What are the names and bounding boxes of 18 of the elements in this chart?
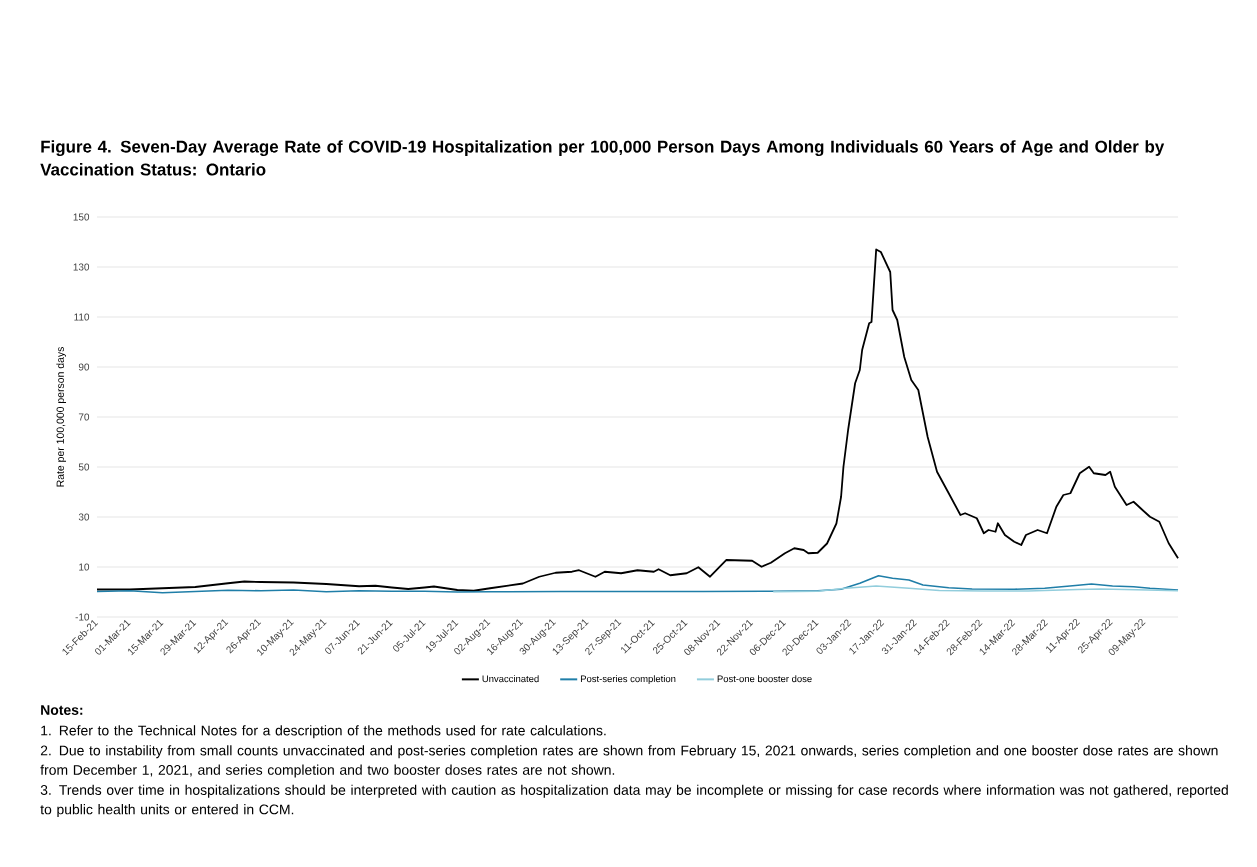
y-tick-label: 30 bbox=[78, 513, 90, 521]
legend-label: Unvaccinated bbox=[482, 675, 539, 683]
y-axis-title: Rate per 100,000 person days bbox=[56, 347, 67, 487]
legend-label: Post-one booster dose bbox=[717, 675, 812, 683]
y-tick-label: -10 bbox=[75, 613, 90, 621]
chart-title: Figure 4. Seven-Day Average Rate of COVID-19 Hospitalization per 100,000 Person Days Among Individuals 60 Years of Age and Older by Vaccination Status: Ontario bbox=[40, 140, 1165, 176]
y-tick-label: 130 bbox=[73, 263, 90, 271]
y-tick-label: 110 bbox=[74, 313, 90, 321]
y-tick-label: 50 bbox=[78, 463, 90, 471]
text: 2. Due to instability from small counts unvaccinated and post-series completion rates are shown from February 15, 2021 onwards, series completion and one booster dose rates are shown from December 1, 2021, and series completion and two booster doses rates are not shown. bbox=[40, 745, 1218, 778]
y-tick-label: 10 bbox=[79, 563, 90, 571]
text: 1. Refer to the Technical Notes for a description of the methods used for rate calculations. bbox=[41, 725, 606, 739]
text: Notes: bbox=[41, 705, 83, 715]
legend-label: Post-series completion bbox=[580, 675, 676, 685]
y-tick-label: 90 bbox=[78, 363, 90, 371]
y-tick-label: 150 bbox=[73, 213, 90, 221]
text: 3. Trends over time in hospitalizations should be interpreted with caution as hospitalization data may be incomplete or missing for case records where information was not gathered, reported to public health units or entered in CCM. bbox=[40, 784, 1228, 818]
y-tick-label: 70 bbox=[78, 413, 90, 421]
